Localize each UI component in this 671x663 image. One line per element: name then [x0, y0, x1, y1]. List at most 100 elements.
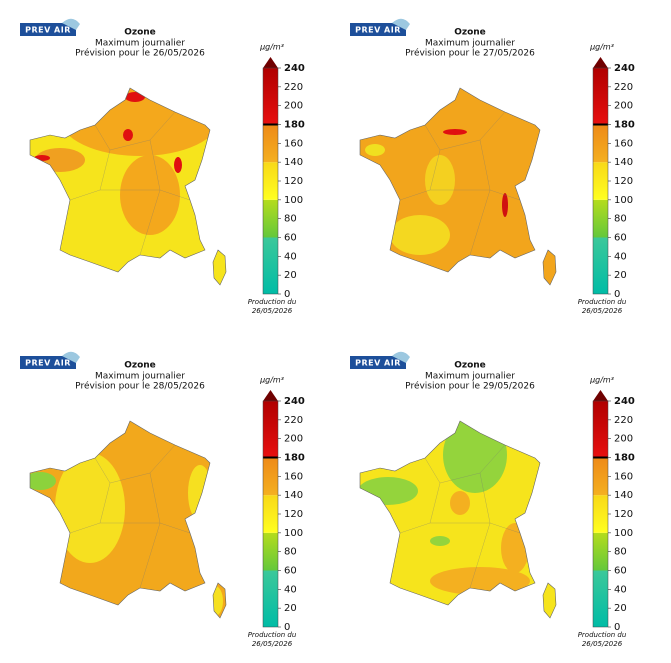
concentration-area	[430, 536, 450, 546]
colorbar-band	[593, 457, 608, 496]
colorbar-tick-label: 100	[614, 195, 633, 206]
subtitle: Maximum journalier	[95, 39, 185, 49]
concentration-area	[425, 155, 455, 205]
colorbar-tick-label: 120	[284, 509, 303, 520]
logo-box	[20, 356, 76, 369]
forecast-date: Prévision pour le 29/05/2026	[405, 381, 535, 392]
map	[360, 421, 556, 618]
colorbar-tick-label: 200	[284, 101, 303, 112]
country-outline	[29, 87, 211, 273]
concentration-area	[120, 155, 180, 235]
unit: µg/m³	[259, 376, 284, 385]
concentration-area	[365, 144, 385, 156]
colorbar-band	[593, 237, 608, 294]
colorbar-tick-label: 100	[614, 528, 633, 539]
colorbar-band	[593, 68, 608, 125]
country-outline	[359, 420, 541, 606]
concentration-area	[125, 92, 145, 102]
colorbar-tick-label: 180	[284, 120, 305, 131]
map	[30, 88, 226, 285]
colorbar-tick-label: 40	[614, 584, 627, 595]
colorbar-cap	[593, 390, 608, 401]
logo-swoosh	[392, 351, 410, 363]
region-borders	[69, 444, 191, 589]
title: Ozone	[124, 361, 156, 371]
colorbar-tick-label: 140	[284, 157, 303, 168]
forecast-date: Prévision pour le 28/05/2026	[75, 381, 205, 392]
colorbar-tick-label: 160	[284, 471, 303, 482]
colorbar-tick-label: 240	[614, 63, 635, 74]
country-outline	[29, 420, 211, 606]
colorbar-band	[263, 570, 278, 627]
corsica-outline	[542, 582, 557, 619]
colorbar-tick-label: 0	[614, 289, 620, 300]
colorbar-tick-label: 60	[284, 566, 297, 577]
colorbar-band	[263, 199, 278, 238]
logo: PREV AIR	[25, 359, 71, 368]
logo: PREV AIR	[25, 26, 71, 35]
colorbar-tick-label: 120	[614, 509, 633, 520]
production-date: 26/05/2026	[582, 640, 623, 648]
concentration-area	[123, 129, 133, 141]
concentration-area	[443, 129, 467, 135]
colorbar-band	[593, 162, 608, 200]
colorbar-tick-label: 40	[284, 584, 297, 595]
colorbar-tick-label: 20	[614, 270, 627, 281]
map	[360, 88, 556, 285]
colorbar-tick-label: 220	[614, 415, 633, 426]
unit: µg/m³	[589, 376, 614, 385]
colorbar-tick-label: 180	[614, 453, 635, 464]
colorbar-tick-label: 40	[614, 251, 627, 262]
colorbar-tick-label: 160	[614, 471, 633, 482]
corsica-outline	[212, 249, 227, 286]
colorbar-cap	[263, 57, 278, 68]
region-borders	[399, 111, 521, 256]
colorbar-band	[593, 199, 608, 238]
concentration-area	[390, 215, 450, 255]
unit: µg/m³	[259, 43, 284, 52]
concentration-area	[443, 421, 507, 493]
colorbar-tick-label: 60	[614, 233, 627, 244]
concentration-area	[450, 491, 470, 515]
subtitle: Maximum journalier	[425, 372, 515, 382]
colorbar-tick-label: 100	[284, 195, 303, 206]
colorbar-tick-label: 20	[614, 603, 627, 614]
concentration-area	[188, 465, 212, 521]
concentration-area	[55, 453, 125, 563]
production-label: Production du	[578, 298, 627, 306]
colorbar-tick-label: 160	[284, 138, 303, 149]
colorbar-band	[263, 237, 278, 294]
logo-swoosh	[62, 18, 80, 30]
colorbar-band	[263, 457, 278, 496]
forecast-date: Prévision pour le 27/05/2026	[405, 48, 535, 59]
title: Ozone	[454, 361, 486, 371]
colorbar-tick-label: 200	[614, 434, 633, 445]
colorbar-band	[263, 532, 278, 571]
colorbar-band	[263, 495, 278, 533]
colorbar-tick-label: 200	[284, 434, 303, 445]
colorbar-tick-label: 120	[284, 176, 303, 187]
logo: PREV AIR	[355, 26, 401, 35]
subtitle: Maximum journalier	[425, 39, 515, 49]
colorbar-tick-label: 80	[614, 214, 627, 225]
corsica-outline	[542, 249, 557, 286]
colorbar-band	[593, 570, 608, 627]
colorbar-tick-label: 220	[284, 415, 303, 426]
colorbar-tick-label: 0	[284, 289, 290, 300]
colorbar-tick-label: 200	[614, 101, 633, 112]
logo-box	[20, 23, 76, 36]
region-borders	[399, 444, 521, 589]
production-date: 26/05/2026	[582, 307, 623, 315]
logo-box	[350, 23, 406, 36]
forecast-date: Prévision pour le 26/05/2026	[75, 48, 205, 59]
logo-swoosh	[62, 351, 80, 363]
map-base	[30, 421, 226, 618]
colorbar-tick-label: 60	[614, 566, 627, 577]
colorbar-band	[263, 124, 278, 163]
concentration-area	[502, 193, 508, 217]
